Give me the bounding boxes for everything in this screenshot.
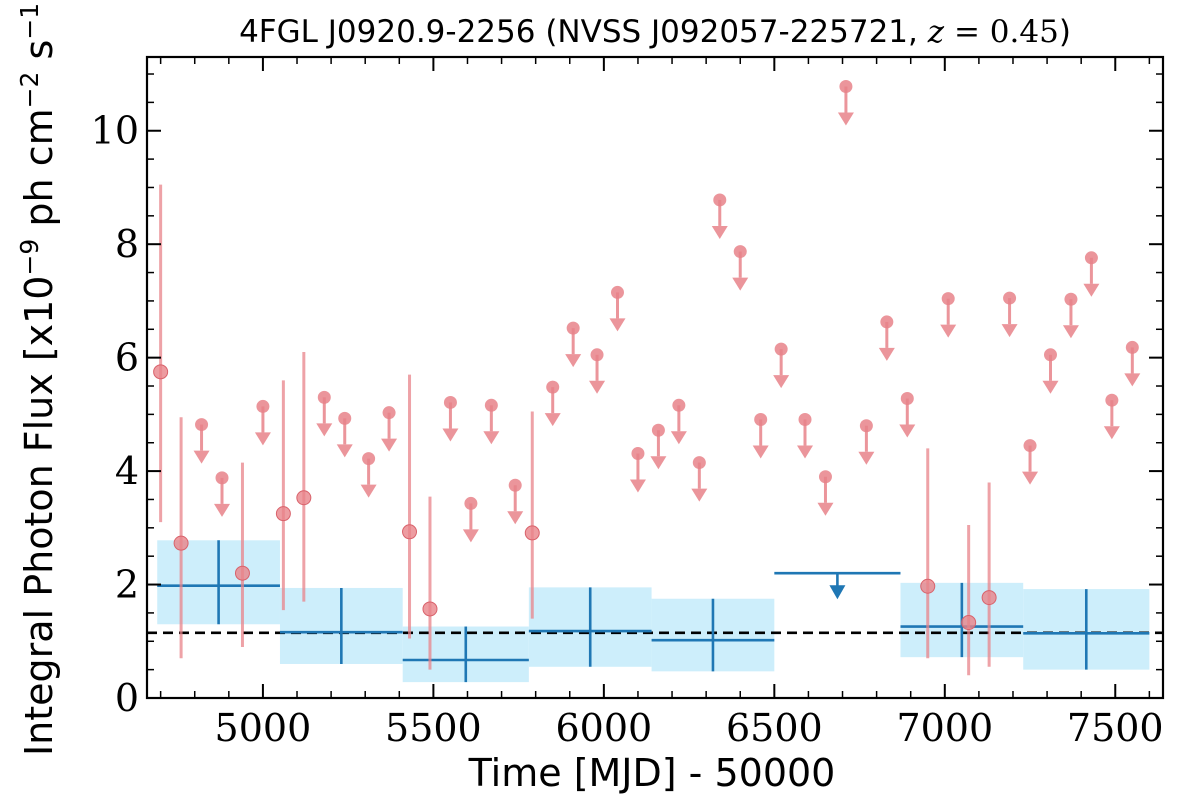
upper-limit-arrow [817, 502, 834, 516]
bin-upper-limit-arrow [829, 585, 846, 600]
upper-limit-arrow [650, 456, 667, 470]
upper-limit-arrow [565, 354, 582, 368]
monthly-point [275, 506, 291, 522]
y-tick-label: 0 [115, 676, 139, 720]
upper-limit-arrow [462, 529, 479, 543]
upper-limit-arrow [858, 451, 875, 465]
monthly-points [153, 79, 1141, 676]
upper-limit-arrow [193, 450, 210, 464]
monthly-point [961, 615, 977, 631]
upper-limit-arrow [336, 444, 353, 458]
upper-limit-arrow [1083, 283, 1100, 297]
upper-limit-arrow [442, 428, 459, 442]
monthly-point [296, 490, 312, 506]
upper-limit-arrow [214, 503, 231, 517]
upper-limit-arrow [360, 484, 377, 498]
upper-limit-arrow [483, 431, 500, 445]
x-tick-label: 6000 [555, 706, 652, 750]
monthly-point [981, 590, 997, 606]
upper-limit-arrow [837, 112, 854, 126]
upper-limit-arrow [544, 413, 561, 427]
monthly-point [422, 601, 438, 617]
x-tick-label: 5500 [385, 706, 482, 750]
upper-limit-arrow [878, 347, 895, 361]
upper-limit-arrow [711, 225, 728, 239]
upper-limit-arrow [940, 324, 957, 338]
x-tick-label: 5000 [215, 706, 312, 750]
upper-limit-arrow [797, 445, 814, 459]
upper-limit-arrow [1103, 426, 1120, 440]
upper-limit-arrow [1001, 324, 1018, 338]
y-axis-label: Integral Photon Flux [x10−9 ph cm−2 s−1] [15, 0, 61, 756]
upper-limit-arrow [899, 424, 916, 438]
upper-limit-arrow [732, 277, 749, 291]
upper-limit-arrow [381, 438, 398, 452]
upper-limit-arrow [609, 318, 626, 332]
y-tick-label: 4 [115, 449, 139, 493]
x-tick-label: 7500 [1067, 706, 1164, 750]
bin-crosses [157, 540, 1150, 683]
upper-limit-arrow [507, 511, 524, 525]
upper-limit-arrow [1124, 373, 1141, 387]
y-tick-label: 10 [91, 109, 139, 153]
x-axis-label: Time [MJD] - 50000 [468, 751, 836, 795]
plot-frame [145, 55, 1165, 700]
axes-frame: 5000 5500 6000 6500 7000 7500 0 2 4 6 8 10 [91, 55, 1165, 750]
upper-limit-arrow [629, 479, 646, 493]
upper-limit-arrow [316, 423, 333, 437]
upper-limit-arrow [1022, 471, 1039, 485]
monthly-point [173, 535, 189, 551]
upper-limit-arrow [670, 431, 687, 445]
monthly-point [524, 525, 540, 541]
upper-limit-arrow [1042, 380, 1059, 394]
monthly-point [153, 364, 169, 380]
chart-title: 4FGL J0920.9-2256 (NVSS J092057-225721, … [239, 14, 1071, 50]
x-tick-label: 7000 [896, 706, 993, 750]
y-tick-label: 8 [115, 222, 139, 266]
upper-limit-arrow [752, 445, 769, 459]
monthly-point [920, 578, 936, 594]
monthly-point [402, 524, 418, 540]
monthly-point [234, 565, 250, 581]
upper-limit-arrow [254, 432, 271, 446]
upper-limit-arrow [1062, 325, 1079, 339]
bin-error-boxes [157, 540, 1150, 683]
x-tick-label: 6500 [726, 706, 823, 750]
upper-limit-arrow [691, 488, 708, 502]
y-tick-label: 2 [115, 563, 139, 607]
y-tick-label: 6 [115, 336, 139, 380]
upper-limit-arrow [773, 375, 790, 389]
upper-limit-arrow [589, 380, 606, 394]
